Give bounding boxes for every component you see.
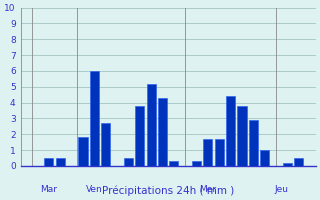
Bar <box>283 163 292 166</box>
Bar <box>147 84 156 166</box>
Bar <box>169 161 179 166</box>
Bar <box>101 123 110 166</box>
Bar <box>78 137 88 166</box>
Bar <box>215 139 224 166</box>
Bar <box>204 139 212 166</box>
Bar <box>90 71 99 166</box>
Bar <box>249 120 258 166</box>
Bar <box>226 96 235 166</box>
Bar <box>260 150 269 166</box>
Text: Mar: Mar <box>40 185 57 194</box>
Bar <box>56 158 65 166</box>
Bar <box>294 158 303 166</box>
Bar <box>237 106 246 166</box>
Text: Jeu: Jeu <box>275 185 289 194</box>
Bar <box>124 158 133 166</box>
X-axis label: Précipitations 24h ( mm ): Précipitations 24h ( mm ) <box>102 185 234 196</box>
Bar <box>158 98 167 166</box>
Bar <box>135 106 144 166</box>
Text: Mer: Mer <box>199 185 217 194</box>
Text: Ven: Ven <box>86 185 103 194</box>
Bar <box>192 161 201 166</box>
Bar <box>44 158 53 166</box>
